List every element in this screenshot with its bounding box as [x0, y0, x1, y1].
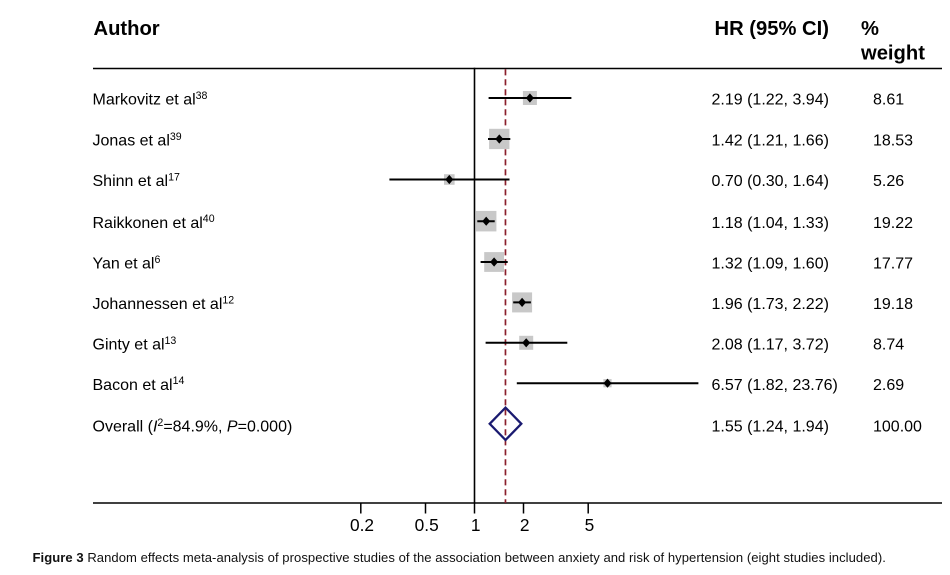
svg-text:2.19 (1.22, 3.94): 2.19 (1.22, 3.94) [712, 92, 829, 109]
svg-text:1: 1 [471, 515, 481, 535]
svg-text:2: 2 [520, 515, 530, 535]
svg-text:1.32 (1.09, 1.60): 1.32 (1.09, 1.60) [712, 256, 829, 273]
svg-text:5: 5 [585, 515, 595, 535]
svg-text:1.96 (1.73, 2.22): 1.96 (1.73, 2.22) [712, 296, 829, 313]
svg-text:8.74: 8.74 [873, 336, 904, 353]
svg-text:19.22: 19.22 [873, 215, 913, 232]
svg-text:Ginty et al13: Ginty et al13 [93, 335, 177, 354]
svg-text:2.08 (1.17, 3.72): 2.08 (1.17, 3.72) [712, 336, 829, 353]
svg-text:Johannessen et al12: Johannessen et al12 [93, 294, 235, 313]
svg-text:1.55 (1.24, 1.94): 1.55 (1.24, 1.94) [712, 419, 829, 436]
svg-text:Raikkonen et al40: Raikkonen et al40 [93, 213, 215, 232]
svg-text:Author: Author [94, 18, 160, 40]
svg-text:weight: weight [860, 43, 925, 65]
svg-text:18.53: 18.53 [873, 133, 913, 150]
svg-text:Markovitz et al38: Markovitz et al38 [93, 90, 208, 109]
svg-text:%: % [861, 18, 879, 40]
svg-text:Yan et al6: Yan et al6 [93, 254, 161, 273]
svg-text:HR (95% CI): HR (95% CI) [715, 18, 829, 40]
svg-text:5.26: 5.26 [873, 173, 904, 190]
svg-text:Overall (I2=84.9%, P=0.000): Overall (I2=84.9%, P=0.000) [93, 417, 293, 436]
svg-text:0.2: 0.2 [350, 515, 374, 535]
svg-text:Figure 3 Random effects meta-a: Figure 3 Random effects meta-analysis of… [33, 550, 886, 565]
svg-text:17.77: 17.77 [873, 256, 913, 273]
svg-text:1.18 (1.04, 1.33): 1.18 (1.04, 1.33) [712, 215, 829, 232]
svg-text:Jonas et al39: Jonas et al39 [93, 131, 182, 150]
svg-text:Shinn et al17: Shinn et al17 [93, 172, 181, 191]
svg-text:8.61: 8.61 [873, 92, 904, 109]
svg-text:0.70 (0.30, 1.64): 0.70 (0.30, 1.64) [712, 173, 829, 190]
svg-text:2.69: 2.69 [873, 377, 904, 394]
svg-text:100.00: 100.00 [873, 419, 922, 436]
svg-text:1.42 (1.21, 1.66): 1.42 (1.21, 1.66) [712, 133, 829, 150]
svg-text:19.18: 19.18 [873, 296, 913, 313]
svg-text:0.5: 0.5 [415, 515, 439, 535]
svg-text:6.57 (1.82, 23.76): 6.57 (1.82, 23.76) [712, 377, 838, 394]
svg-text:Bacon et al14: Bacon et al14 [93, 375, 185, 394]
